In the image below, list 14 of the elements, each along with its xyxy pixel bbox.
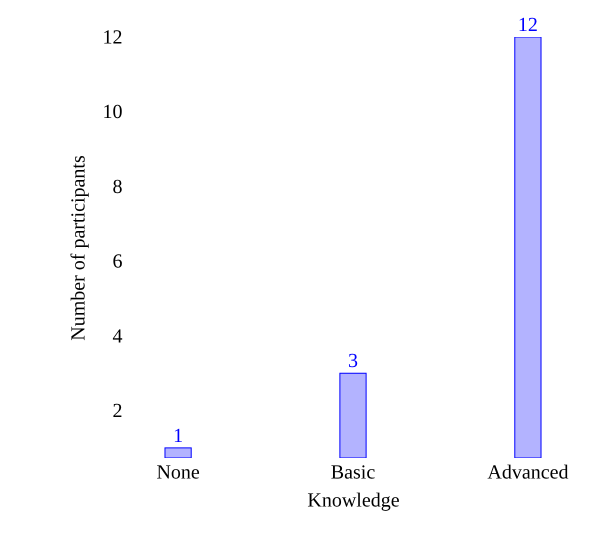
y-tick-label: 2: [112, 400, 122, 422]
y-tick-label: 10: [102, 101, 122, 124]
x-tick-label: Basic: [330, 462, 376, 484]
y-tick-label: 6: [112, 250, 122, 273]
x-tick-label: None: [156, 462, 200, 484]
y-tick-label: 4: [112, 325, 122, 348]
data-label: 12: [518, 14, 538, 36]
data-label: 1: [173, 424, 184, 447]
y-tick-label: 8: [112, 176, 122, 198]
y-axis-title: Number of participants: [68, 155, 90, 341]
x-axis-title: Knowledge: [307, 490, 400, 512]
y-tick-label: 12: [102, 26, 122, 48]
data-label: 3: [348, 350, 358, 372]
x-tick-label: Advanced: [487, 462, 568, 484]
